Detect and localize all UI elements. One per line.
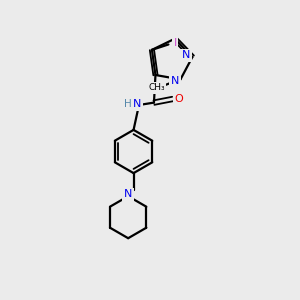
Text: I: I — [173, 38, 177, 48]
Text: N: N — [124, 189, 132, 200]
Text: O: O — [175, 94, 184, 104]
Text: CH₃: CH₃ — [148, 83, 165, 92]
Text: N: N — [133, 99, 141, 110]
Text: H: H — [124, 99, 132, 110]
Text: N: N — [171, 76, 179, 86]
Text: N: N — [182, 50, 190, 61]
